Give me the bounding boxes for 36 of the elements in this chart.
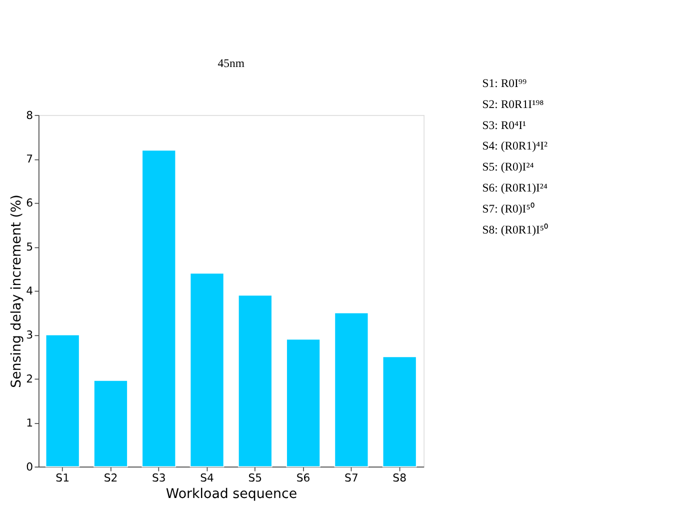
x-tick-label: S7 [344, 471, 358, 484]
text: S2: R0R1I¹⁹⁸ [482, 98, 544, 111]
x-tick-label: S4 [200, 471, 214, 484]
text: S5: (R0)I²⁴ [482, 160, 534, 174]
bar [382, 356, 417, 468]
y-axis-title: Sensing delay increment (%) [9, 194, 24, 388]
x-tick-label: S2 [104, 471, 118, 484]
y-tick-label: 4 [26, 284, 34, 298]
y-tick-label: 2 [26, 372, 34, 386]
y-tick-label: 6 [26, 196, 34, 210]
bar [94, 380, 128, 468]
text: S6: (R0R1)I²⁴ [482, 182, 548, 195]
text: S3: R0⁴I¹ [482, 118, 526, 132]
bar [45, 334, 80, 468]
x-tick-label: S8 [392, 471, 407, 484]
y-tick-label: 3 [26, 328, 34, 342]
y-tick-label: 1 [26, 416, 34, 430]
bar [334, 312, 369, 468]
x-tick-label: S1 [56, 471, 70, 484]
bar [238, 294, 272, 468]
chart-title: 45nm [218, 56, 244, 70]
y-tick-label: 5 [26, 240, 34, 254]
text: S8: (R0R1)I⁵⁰ [482, 223, 548, 236]
bar [190, 272, 224, 468]
text: S1: R0I⁹⁹ [482, 76, 527, 90]
y-tick-label: 8 [26, 108, 34, 122]
y-tick-label: 7 [26, 152, 34, 166]
x-tick-label: S3 [152, 471, 166, 484]
bar [142, 150, 176, 468]
x-tick-label: S5 [248, 471, 262, 484]
x-axis-title: Workload sequence [166, 487, 298, 502]
x-tick-label: S6 [296, 471, 310, 484]
y-tick-label: 0 [26, 460, 34, 474]
text: S7: (R0)I⁵⁰ [482, 202, 534, 216]
text: S4: (R0R1)⁴I² [482, 140, 548, 153]
bar [286, 338, 320, 468]
